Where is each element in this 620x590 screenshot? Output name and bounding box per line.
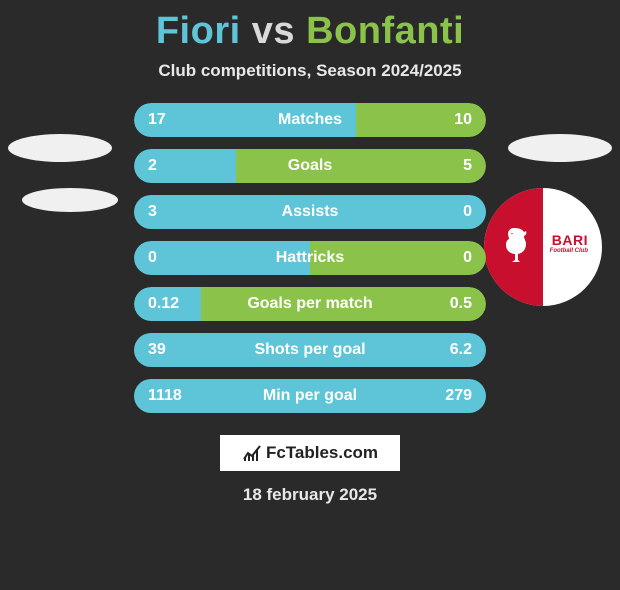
stat-row: 17Matches10 bbox=[134, 103, 486, 137]
stat-value-right: 10 bbox=[406, 111, 486, 129]
stat-row: 3Assists0 bbox=[134, 195, 486, 229]
stat-value-right: 279 bbox=[406, 387, 486, 405]
stat-value-left: 2 bbox=[134, 157, 214, 175]
stats-table: 17Matches102Goals53Assists00Hattricks00.… bbox=[134, 103, 486, 413]
stat-label: Hattricks bbox=[214, 249, 406, 267]
stat-row: 0.12Goals per match0.5 bbox=[134, 287, 486, 321]
comparison-title: Fiori vs Bonfanti bbox=[0, 10, 620, 53]
player1-club-placeholder bbox=[22, 188, 118, 212]
stat-label: Min per goal bbox=[214, 387, 406, 405]
player2-name: Bonfanti bbox=[306, 10, 464, 52]
player1-avatar-placeholder bbox=[8, 134, 112, 162]
brand-text: FcTables.com bbox=[266, 443, 378, 463]
stat-value-left: 0.12 bbox=[134, 295, 214, 313]
stat-value-left: 39 bbox=[134, 341, 214, 359]
vs-text: vs bbox=[252, 10, 295, 52]
stat-label: Assists bbox=[214, 203, 406, 221]
stat-label: Shots per goal bbox=[214, 341, 406, 359]
stat-value-left: 0 bbox=[134, 249, 214, 267]
crest-subtext: Football Club bbox=[550, 248, 588, 254]
chart-icon bbox=[242, 443, 262, 463]
stat-row: 1118Min per goal279 bbox=[134, 379, 486, 413]
stat-value-right: 0 bbox=[406, 203, 486, 221]
player1-name: Fiori bbox=[156, 10, 241, 52]
stat-row: 2Goals5 bbox=[134, 149, 486, 183]
player2-club-crest: BARI Football Club bbox=[484, 188, 602, 306]
stat-value-left: 3 bbox=[134, 203, 214, 221]
stat-value-left: 17 bbox=[134, 111, 214, 129]
stat-value-left: 1118 bbox=[134, 387, 214, 405]
rooster-icon bbox=[502, 224, 532, 264]
crest-text: BARI bbox=[552, 232, 588, 248]
player2-avatar-placeholder bbox=[508, 134, 612, 162]
brand-badge: FcTables.com bbox=[220, 435, 400, 471]
stat-label: Matches bbox=[214, 111, 406, 129]
snapshot-date: 18 february 2025 bbox=[0, 485, 620, 505]
stat-value-right: 6.2 bbox=[406, 341, 486, 359]
stat-value-right: 0.5 bbox=[406, 295, 486, 313]
stat-label: Goals per match bbox=[214, 295, 406, 313]
stat-label: Goals bbox=[214, 157, 406, 175]
stat-value-right: 0 bbox=[406, 249, 486, 267]
competition-subtitle: Club competitions, Season 2024/2025 bbox=[0, 61, 620, 81]
stat-row: 0Hattricks0 bbox=[134, 241, 486, 275]
stat-row: 39Shots per goal6.2 bbox=[134, 333, 486, 367]
stat-value-right: 5 bbox=[406, 157, 486, 175]
